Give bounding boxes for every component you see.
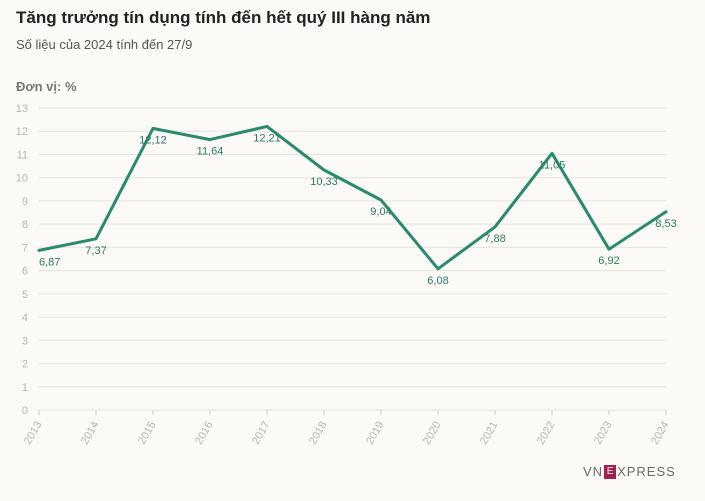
brand-logo: VN E XPRESS [583,464,676,479]
x-tick-label: 2019 [364,420,387,447]
data-label: 12,21 [253,132,281,144]
data-label: 10,33 [310,176,338,188]
y-tick-label: 6 [22,266,28,278]
y-tick-label: 11 [17,149,28,161]
chart-title: Tăng trưởng tín dụng tính đến hết quý II… [16,8,431,27]
x-tick-label: 2020 [421,420,444,447]
data-label: 12,12 [139,134,167,146]
data-label: 7,88 [484,233,505,245]
chart-subtitle: Số liệu của 2024 tính đến 27/9 [16,37,193,52]
x-tick-label: 2022 [535,420,558,447]
series-line [37,124,668,271]
y-tick-label: 8 [22,219,28,231]
y-tick-label: 12 [16,126,28,138]
x-tick-label: 2013 [22,420,45,447]
data-label: 6,92 [598,255,619,267]
x-tick-label: 2023 [592,420,615,447]
data-label: 9,04 [370,206,391,218]
data-label: 7,37 [85,245,106,257]
y-tick-label: 3 [22,335,28,347]
y-tick-label: 10 [16,173,28,185]
brand-post: XPRESS [617,464,676,479]
brand-pre: VN [583,464,604,479]
data-label: 11,05 [539,159,566,171]
y-tick-label: 7 [22,242,28,254]
x-tick-label: 2021 [478,420,501,447]
y-tick-label: 13 [16,103,28,115]
brand-box: E [604,464,617,479]
y-tick-label: 9 [22,196,28,208]
y-tick-label: 0 [22,405,28,417]
x-tick-label: 2018 [307,420,330,447]
y-tick-label: 5 [22,289,28,301]
x-tick-label: 2014 [79,420,102,447]
y-tick-label: 1 [22,382,28,394]
data-label: 6,87 [39,256,60,268]
x-tick-label: 2024 [649,420,672,447]
unit-label: Đơn vị: % [16,79,77,94]
x-tick-label: 2016 [193,420,216,447]
y-tick-label: 4 [22,312,28,324]
x-tick-label: 2015 [136,420,159,447]
data-label: 6,08 [427,275,448,287]
data-label: 8,53 [655,218,676,230]
data-label: 11,64 [197,146,224,158]
y-tick-label: 2 [22,359,28,371]
x-tick-label: 2017 [250,420,273,447]
